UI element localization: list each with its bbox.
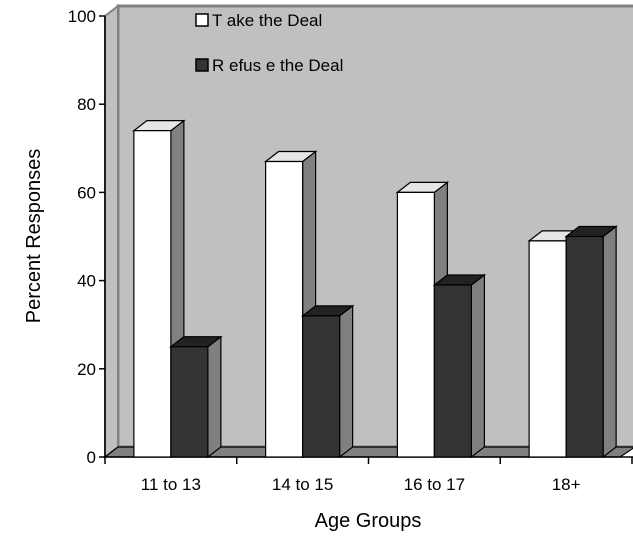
y-axis-title: Percent Responses <box>23 149 45 324</box>
bar <box>265 160 304 458</box>
bar <box>433 284 472 458</box>
y-tick-label: 60 <box>77 183 96 202</box>
legend-item-refuse-the-deal: R efus e the Deal <box>212 56 343 75</box>
y-tick-label: 0 <box>87 448 96 467</box>
legend-item-take-the-deal: T ake the Deal <box>212 11 322 30</box>
legend-swatch <box>195 13 209 27</box>
y-tick-label: 40 <box>77 272 96 291</box>
bar <box>396 191 435 458</box>
bar <box>302 315 341 458</box>
x-tick-label: 16 to 17 <box>404 475 465 494</box>
y-tick-label: 20 <box>77 360 96 379</box>
y-tick-label: 80 <box>77 95 96 114</box>
bar <box>133 130 172 458</box>
bar <box>565 235 604 458</box>
x-tick-label: 11 to 13 <box>141 475 201 494</box>
x-tick-label: 18+ <box>552 475 581 494</box>
bar-side <box>470 273 485 459</box>
bar-side <box>207 335 222 459</box>
bar <box>170 346 209 458</box>
legend-swatch <box>195 58 209 72</box>
y-tick-label: 100 <box>68 7 96 26</box>
bar-side <box>602 225 617 459</box>
bar <box>528 240 567 458</box>
x-tick-label: 14 to 15 <box>272 475 333 494</box>
bar-side <box>339 304 354 459</box>
plot-side-wall <box>104 3 119 460</box>
x-axis-title: Age Groups <box>315 510 422 532</box>
